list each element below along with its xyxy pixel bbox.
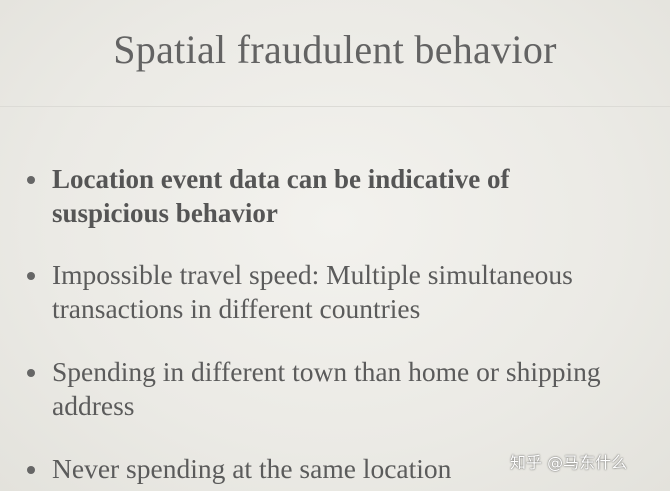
bullet-text: Impossible travel speed: Multiple simult…: [52, 258, 652, 326]
bullet-line-2: transactions in different countries: [52, 293, 421, 324]
bullet-dot-icon: [27, 369, 35, 377]
title-divider: [0, 106, 670, 107]
slide-title: Spatial fraudulent behavior: [113, 27, 557, 72]
bullet-line-1: Location event data can be indicative of: [52, 164, 510, 194]
bullet-text: Location event data can be indicative of…: [52, 162, 652, 230]
bullet-text: Never spending at the same location: [52, 452, 652, 486]
bullet-line-1: Spending in different town than home or …: [52, 356, 601, 387]
bullet-dot-icon: [27, 176, 35, 184]
bullet-line-2: address: [52, 390, 135, 421]
watermark: 知乎 @马东什么: [510, 453, 628, 472]
title-band: Spatial fraudulent behavior: [0, 0, 670, 106]
bullet-line-1: Never spending at the same location: [52, 453, 452, 484]
bullet-line-2: suspicious behavior: [52, 198, 278, 228]
bullet-dot-icon: [27, 466, 35, 474]
bullet-dot-icon: [27, 272, 35, 280]
bullet-line-1: Impossible travel speed: Multiple simult…: [52, 259, 573, 290]
bullet-text: Spending in different town than home or …: [52, 355, 652, 423]
